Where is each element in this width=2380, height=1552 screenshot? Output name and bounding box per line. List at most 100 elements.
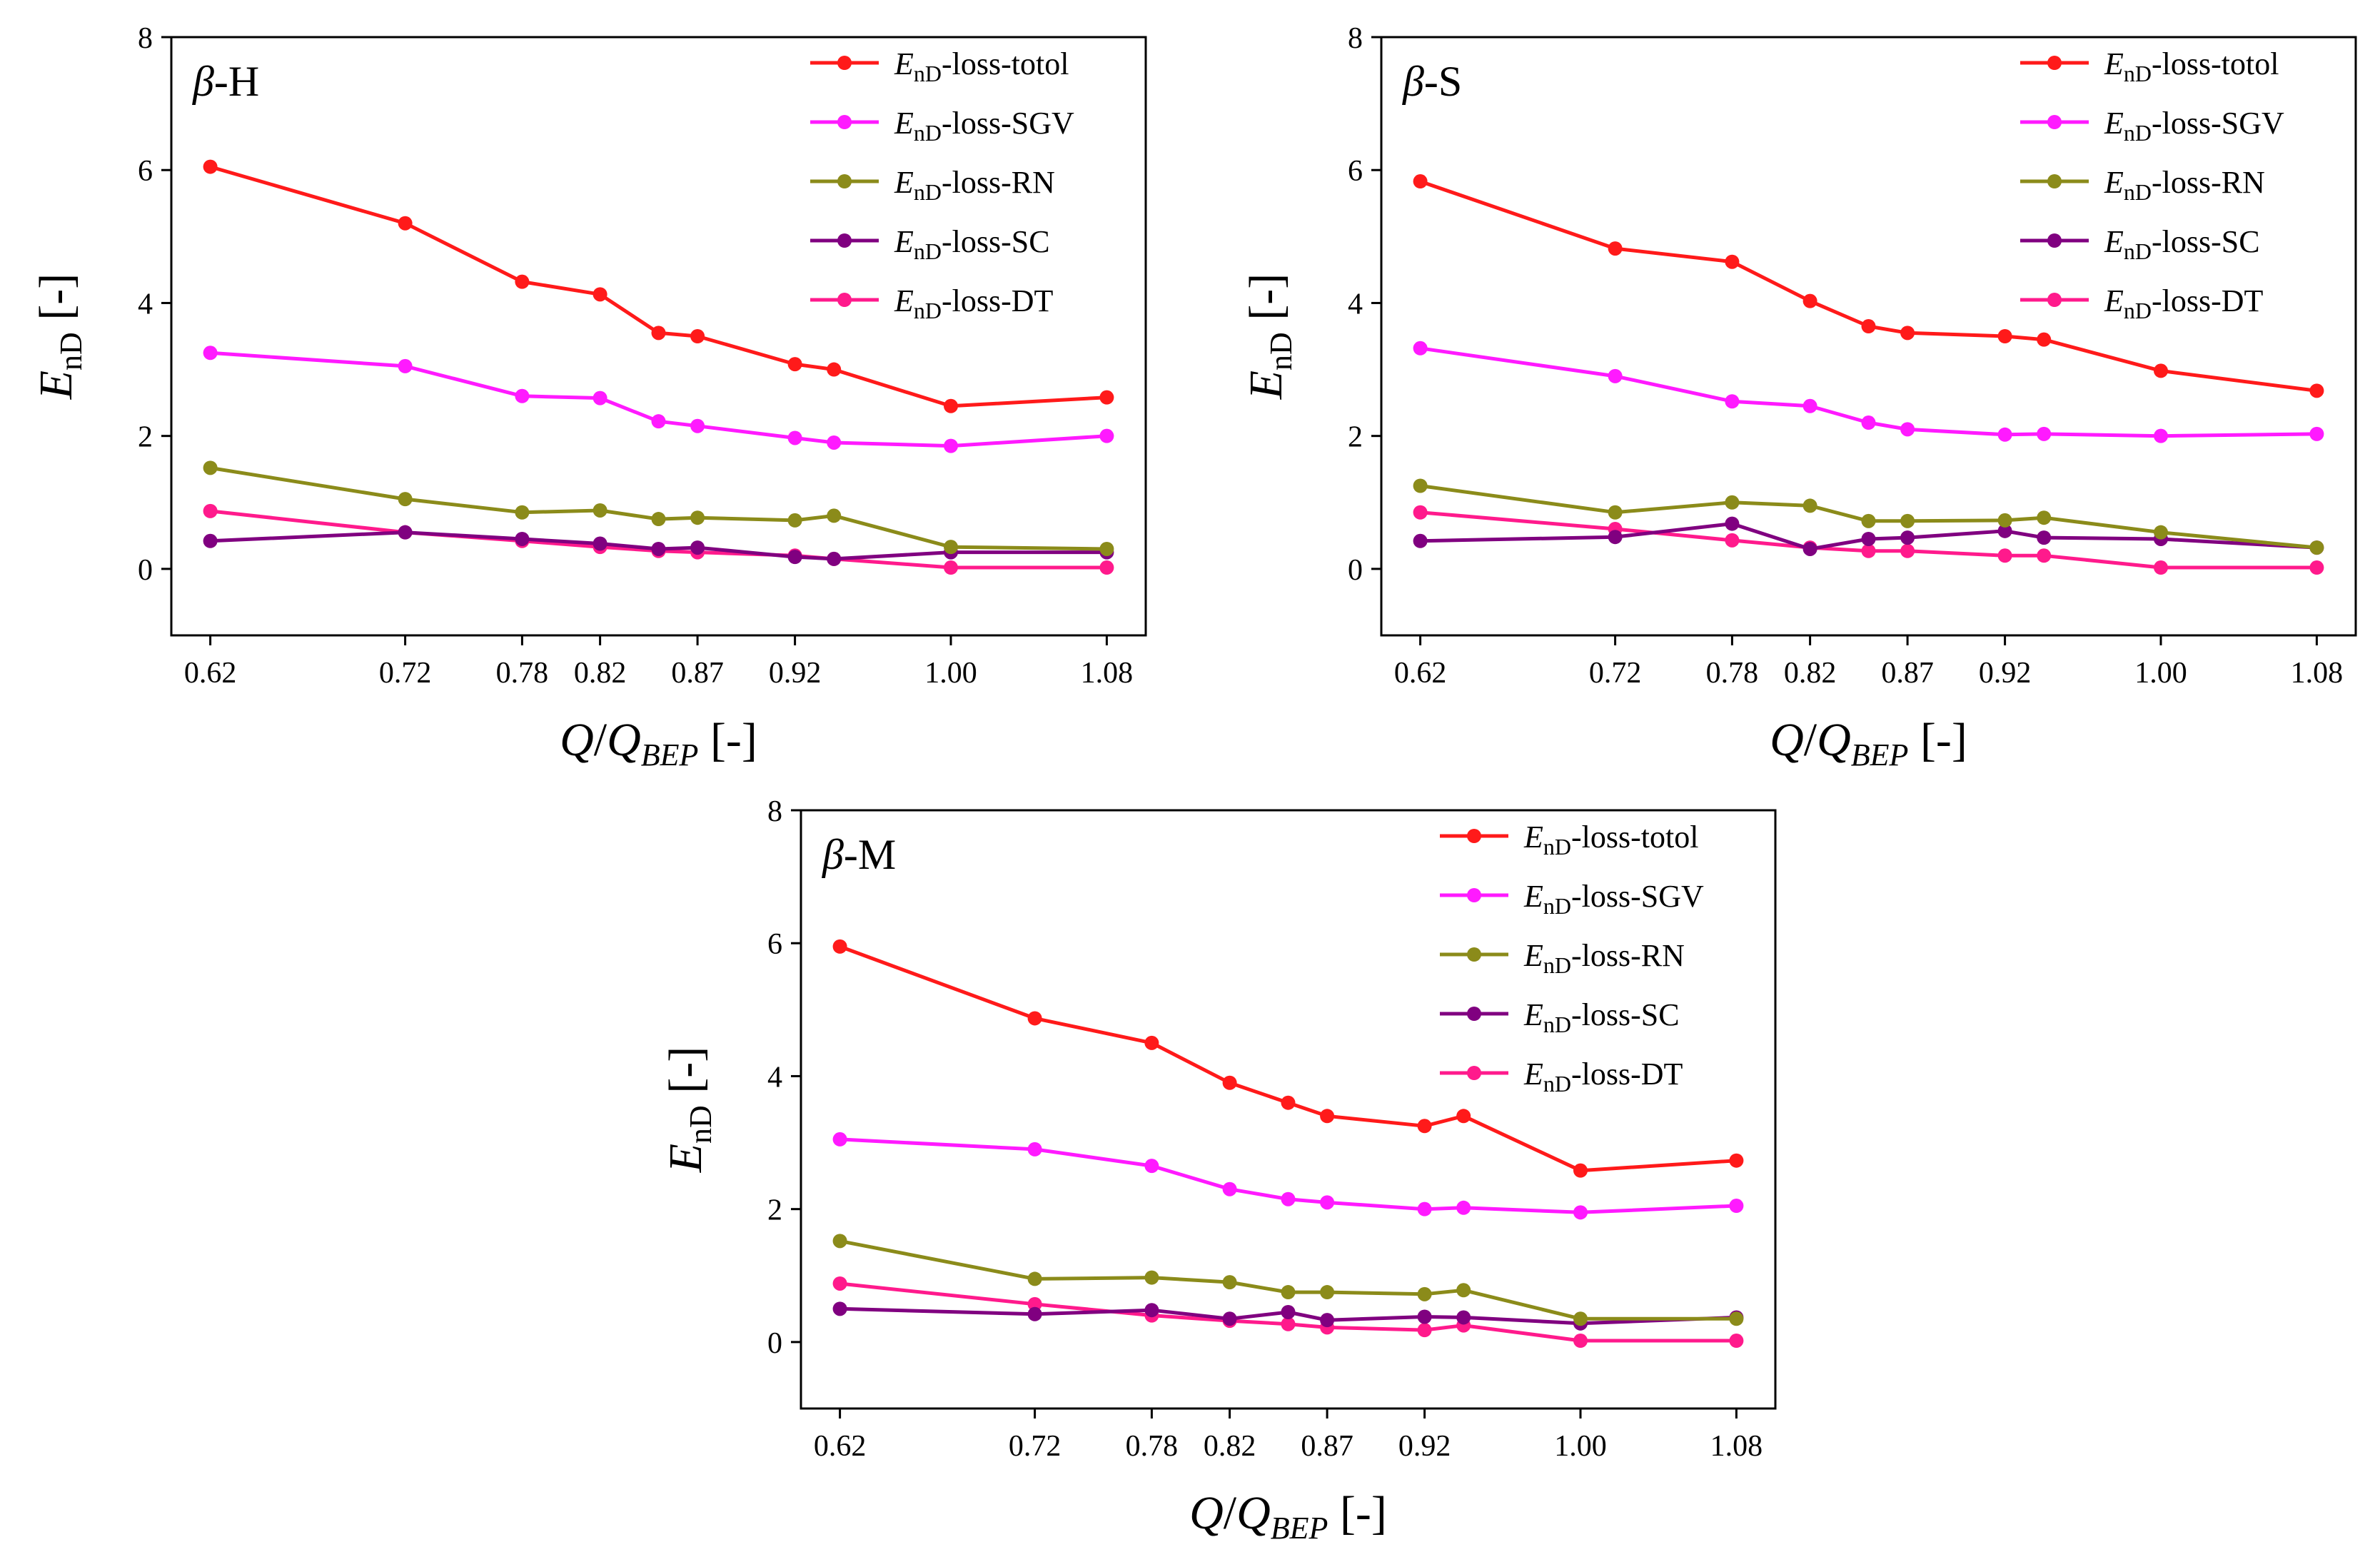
legend-label-sub: nD [914,120,942,146]
data-point-rn [2309,540,2324,555]
data-point-dt [2309,560,2324,575]
data-point-rn [651,512,666,527]
data-point-sgv [1900,422,1915,437]
legend-swatch-marker [837,293,852,307]
legend-label-sub: nD [2124,298,2152,323]
x-tick-label: 0.62 [814,1430,867,1463]
x-tick-label: 1.08 [2291,657,2344,690]
data-point-sc [832,1301,847,1316]
legend-label: EnD-loss-SC [894,224,1050,264]
legend-label-name: -loss-RN [2152,165,2265,200]
data-point-totol [1222,1075,1237,1090]
data-point-rn [1456,1283,1471,1298]
x-tick-label: 1.00 [1554,1430,1607,1463]
data-point-sc [2037,530,2052,545]
data-point-rn [515,505,530,520]
data-point-sc [1861,531,1876,546]
y-tick-label: 8 [1348,22,1363,55]
data-point-dt [944,560,958,575]
legend-label-prefix: E [894,283,914,318]
data-point-dt [1997,548,2012,563]
legend-item-totol: EnD-loss-totol [810,46,1069,86]
legend-label-prefix: E [1523,997,1543,1032]
data-point-totol [1861,319,1876,334]
y-axis-title-suffix: [-] [660,1047,712,1105]
legend-label-name: -loss-totol [942,46,1069,81]
data-point-sgv [1027,1142,1042,1157]
data-point-rn [1320,1285,1335,1300]
legend-item-totol: EnD-loss-totol [1440,820,1698,860]
data-point-sgv [2309,426,2324,441]
series-sc [832,1301,1744,1331]
data-point-dt [2154,560,2168,575]
legend-label-sub: nD [1543,952,1571,978]
legend-label-prefix: E [2104,224,2124,259]
data-point-dt [1281,1316,1296,1331]
legend-label-name: -loss-totol [2152,46,2279,81]
data-point-sc [1413,533,1428,548]
legend-swatch-marker [837,115,852,129]
data-point-sc [1608,530,1623,545]
data-point-rn [690,510,705,525]
data-point-dt [1027,1296,1042,1311]
series-rn [203,460,1114,556]
legend-item-sgv: EnD-loss-SGV [1440,879,1704,919]
data-point-sgv [1802,398,1817,413]
legend-label: EnD-loss-DT [2104,283,2264,323]
data-point-sc [1802,541,1817,556]
series-totol [203,159,1114,413]
data-point-dt [1725,533,1740,548]
data-point-sc [1456,1310,1471,1325]
x-tick-label: 1.08 [1081,657,1134,690]
panel-label-symbol: β [192,58,214,105]
y-axis-title: EnD [-] [30,273,89,400]
data-point-totol [827,362,842,377]
data-point-sc [203,533,218,548]
x-axis-title-q: Q [1189,1487,1224,1539]
legend-label-name: -loss-DT [2152,283,2264,318]
data-point-sgv [1281,1191,1296,1206]
series-line-rn [839,1239,1737,1321]
data-point-sgv [1729,1199,1744,1214]
data-point-sgv [690,418,705,433]
legend-swatch-marker [1467,947,1481,962]
data-point-dt [1729,1334,1744,1349]
x-axis-title-slash: / [594,714,607,766]
data-point-totol [1802,293,1817,308]
data-point-totol [2309,383,2324,398]
series-rn [1413,478,2324,555]
legend-item-dt: EnD-loss-DT [810,283,1054,323]
panel-label: β-M [822,831,896,878]
data-point-totol [1729,1153,1744,1168]
data-point-totol [690,329,705,343]
x-axis-title-q: Q [1770,714,1804,766]
legend-swatch-marker [1467,1007,1481,1021]
legend-label: EnD-loss-RN [894,165,1055,205]
x-axis-title-sub: BEP [641,737,699,772]
y-tick-label: 0 [767,1327,782,1360]
data-point-sc [787,550,802,565]
legend-label-sub: nD [914,298,942,323]
legend-label-name: -loss-SC [2152,224,2260,259]
x-tick-label: 0.82 [574,657,627,690]
x-tick-label: 0.92 [769,657,822,690]
x-axis-title: Q/QBEP [-] [1770,714,1967,772]
panel-label: β-S [1402,58,1462,105]
data-point-totol [2154,363,2168,378]
data-point-sgv [1413,341,1428,356]
data-point-rn [2037,510,2052,525]
series-sgv [832,1132,1744,1220]
data-point-sc [1222,1311,1237,1326]
legend: EnD-loss-totolEnD-loss-SGVEnD-loss-RNEnD… [2020,46,2284,323]
x-axis-title-slash: / [1804,714,1817,766]
data-point-totol [1320,1109,1335,1124]
legend-item-sgv: EnD-loss-SGV [2020,106,2284,146]
legend-label-prefix: E [1523,820,1543,855]
legend-item-dt: EnD-loss-DT [1440,1057,1683,1097]
data-point-rn [2154,525,2168,540]
x-axis-title-q: Q [560,714,594,766]
legend-label-sub: nD [2124,238,2152,264]
legend-swatch-marker [837,174,852,188]
data-point-sgv [1222,1181,1237,1196]
